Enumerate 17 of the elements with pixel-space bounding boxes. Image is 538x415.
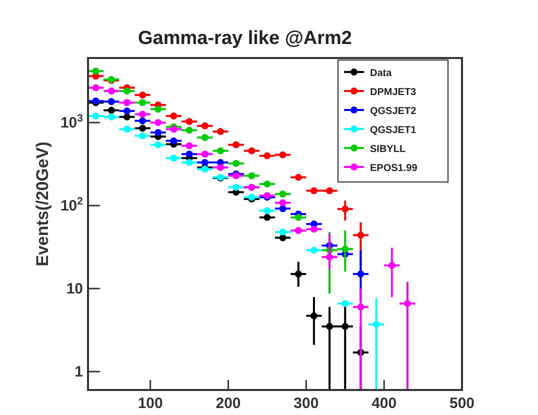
y-tick-label: 10$^{2}$ xyxy=(60,196,84,215)
x-tick-label: 200 xyxy=(216,395,241,412)
x-tick-label: 400 xyxy=(372,395,397,412)
y-axis-title: Events(/20GeV) xyxy=(33,142,52,266)
legend-label: Data xyxy=(370,68,392,79)
x-tick-label: 500 xyxy=(449,395,475,412)
y-tick-label: 10$^{3}$ xyxy=(60,112,84,132)
y-tick-label: 10 xyxy=(66,280,83,298)
chart-title: Gamma-ray like @Arm2 xyxy=(138,28,352,49)
y-tick-label: 1 xyxy=(74,364,83,381)
legend-label: SIBYLL xyxy=(370,144,406,155)
legend-label: QGSJET2 xyxy=(370,106,417,117)
x-tick-label: 300 xyxy=(294,395,319,412)
x-tick-label: 100 xyxy=(138,395,163,412)
legend-label: EPOS1.99 xyxy=(370,163,418,174)
legend-label: DPMJET3 xyxy=(370,87,417,98)
legend-label: QGSJET1 xyxy=(370,125,417,136)
